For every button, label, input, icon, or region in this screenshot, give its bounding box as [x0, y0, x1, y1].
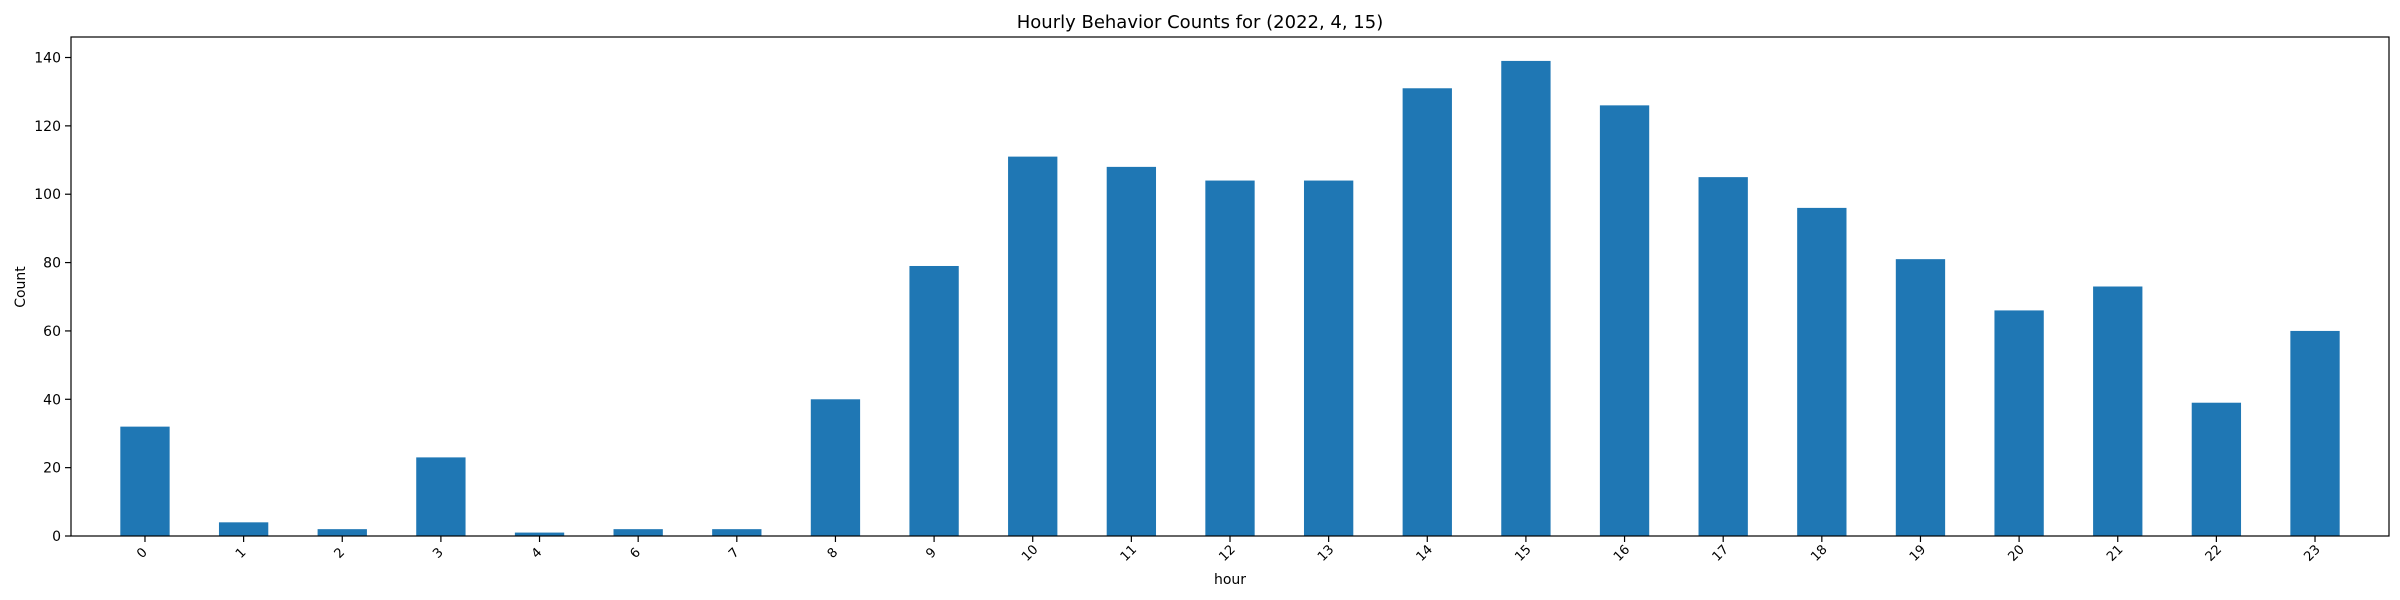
x-tick-label: 3	[430, 545, 446, 561]
y-axis-ticks: 0 20 40 60 80 100 120 140	[34, 51, 71, 545]
x-tick-label: 1	[233, 545, 249, 561]
bar-hour-21	[2093, 286, 2143, 536]
bar-hour-12	[1205, 180, 1255, 537]
x-axis-ticks: 0 1 2 3 4 6 7 8 9 10 11 12 13 14 15 16 17 18 19 20 21 22 23	[134, 536, 2324, 565]
bar-hour-20	[1994, 310, 2044, 536]
x-tick-label: 13	[1315, 542, 1337, 564]
x-axis-label: hour	[1214, 572, 1246, 588]
x-tick-label: 0	[134, 545, 150, 561]
x-tick-label: 20	[2005, 542, 2027, 564]
x-tick-label: 17	[1710, 542, 1732, 564]
bar-hour-0	[120, 426, 170, 536]
bar-hour-8	[810, 399, 861, 536]
y-tick-label: 80	[43, 256, 61, 272]
x-tick-label: 18	[1808, 542, 1830, 564]
bar-hour-15	[1501, 60, 1551, 537]
bars-group	[120, 60, 2340, 537]
bar-hour-7	[712, 529, 762, 536]
x-tick-label: 10	[1019, 542, 1041, 564]
x-tick-label: 9	[923, 545, 939, 561]
bar-hour-3	[416, 457, 466, 536]
y-tick-label: 0	[52, 529, 61, 545]
x-tick-label: 21	[2104, 542, 2126, 564]
x-tick-label: 2	[332, 545, 348, 561]
x-tick-label: 7	[726, 545, 742, 561]
x-tick-label: 23	[2301, 542, 2323, 564]
bar-hour-2	[317, 529, 367, 536]
bar-hour-17	[1698, 177, 1748, 536]
plot-frame	[70, 36, 2390, 537]
chart-title: Hourly Behavior Counts for (2022, 4, 15)	[1016, 12, 1384, 33]
x-tick-label: 19	[1907, 542, 1929, 564]
y-tick-label: 100	[34, 187, 61, 203]
bar-hour-1	[218, 522, 269, 536]
bar-hour-14	[1402, 88, 1452, 537]
bar-hour-22	[2191, 402, 2242, 536]
x-tick-label: 15	[1512, 542, 1534, 564]
y-tick-label: 120	[34, 119, 61, 135]
x-tick-label: 12	[1216, 542, 1238, 564]
y-tick-label: 140	[34, 51, 61, 67]
x-tick-label: 4	[529, 545, 545, 561]
y-tick-label: 20	[43, 461, 61, 477]
bar-hour-23	[2290, 330, 2340, 536]
y-tick-label: 60	[43, 324, 61, 340]
bar-hour-9	[909, 265, 959, 536]
x-tick-label: 16	[1611, 542, 1633, 564]
bar-hour-13	[1303, 180, 1354, 537]
x-tick-label: 8	[825, 545, 841, 561]
bar-hour-11	[1106, 166, 1157, 536]
bar-hour-6	[613, 529, 663, 536]
x-tick-label: 6	[627, 545, 643, 561]
bar-hour-16	[1599, 105, 1650, 537]
y-tick-label: 40	[43, 392, 61, 408]
bar-hour-18	[1797, 207, 1847, 536]
x-tick-label: 14	[1414, 542, 1436, 564]
bar-hour-4	[514, 532, 565, 536]
y-axis-label: Count	[13, 266, 29, 308]
x-tick-label: 11	[1118, 542, 1140, 564]
bar-hour-19	[1895, 259, 1946, 536]
bar-hour-10	[1008, 156, 1058, 536]
x-tick-label: 22	[2203, 542, 2225, 564]
